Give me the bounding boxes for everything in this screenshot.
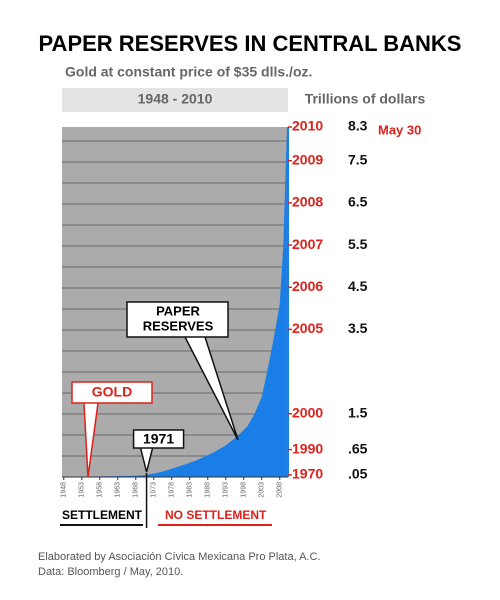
gold-box	[71, 381, 153, 404]
x-tick-label: 1993	[223, 482, 230, 498]
x-tick-label: 1988	[205, 482, 212, 498]
no-settlement-label: NO SETTLEMENT	[165, 508, 267, 522]
y-tick-label: .05	[348, 466, 368, 482]
y-tick-label: 3.5	[348, 320, 368, 336]
marker-label: 1971	[143, 431, 174, 447]
chart-title: PAPER RESERVES IN CENTRAL BANKS	[39, 31, 462, 56]
x-tick-label: 1968	[133, 482, 140, 498]
x-tick-label: 2008	[277, 482, 284, 498]
latest-date: May 30	[378, 122, 421, 137]
y-tick-label: 4.5	[348, 278, 368, 294]
y-tick-label: 7.5	[348, 151, 368, 167]
footer-line: Elaborated by Asociación Cívica Mexicana…	[38, 551, 320, 563]
paper-label: PAPER	[156, 303, 200, 318]
x-tick-label: 1948	[61, 482, 68, 498]
area	[63, 127, 287, 477]
header-band	[62, 88, 288, 112]
gold-label: GOLD	[92, 384, 132, 400]
y-tick-year: 2009	[292, 151, 323, 167]
y-tick-year: 1990	[292, 440, 323, 456]
settlement-label: SETTLEMENT	[62, 508, 143, 522]
x-tick-label: 1958	[97, 482, 104, 498]
y-tick-year: 2005	[292, 320, 323, 336]
chart-subtitle: Gold at constant price of $35 dlls./oz.	[65, 64, 312, 80]
y-tick-label: 6.5	[348, 194, 368, 210]
y-tick-year: 2008	[292, 194, 323, 210]
y-tick-year: 2006	[292, 278, 323, 294]
y-tick-year: 2000	[292, 404, 323, 420]
y-tick-label: .65	[348, 440, 368, 456]
x-tick-label: 1998	[241, 482, 248, 498]
y-tick-year: 2010	[292, 118, 323, 134]
gold-pointer	[83, 402, 99, 478]
y-tick-year: 2007	[292, 236, 323, 252]
marker-pointer	[139, 447, 154, 473]
x-tick-label: 1973	[151, 482, 158, 498]
paper-box	[126, 301, 229, 338]
y-tick-label: 8.3	[348, 118, 368, 134]
x-tick-label: 2003	[259, 482, 266, 498]
x-tick-label: 1978	[169, 482, 176, 498]
x-tick-label: 1963	[115, 482, 122, 498]
paper-label: RESERVES	[143, 318, 214, 333]
y-axis-label: Trillions of dollars	[305, 91, 426, 107]
marker-box	[132, 429, 185, 449]
paper-pointer	[184, 336, 239, 441]
y-tick-year: 1970	[292, 466, 323, 482]
x-tick-label: 1983	[187, 482, 194, 498]
y-tick-label: 1.5	[348, 404, 368, 420]
period-label: 1948 - 2010	[138, 91, 213, 107]
x-tick-label: 1953	[79, 482, 86, 498]
footer-line: Data: Bloomberg / May, 2010.	[38, 566, 183, 578]
y-tick-label: 5.5	[348, 236, 368, 252]
